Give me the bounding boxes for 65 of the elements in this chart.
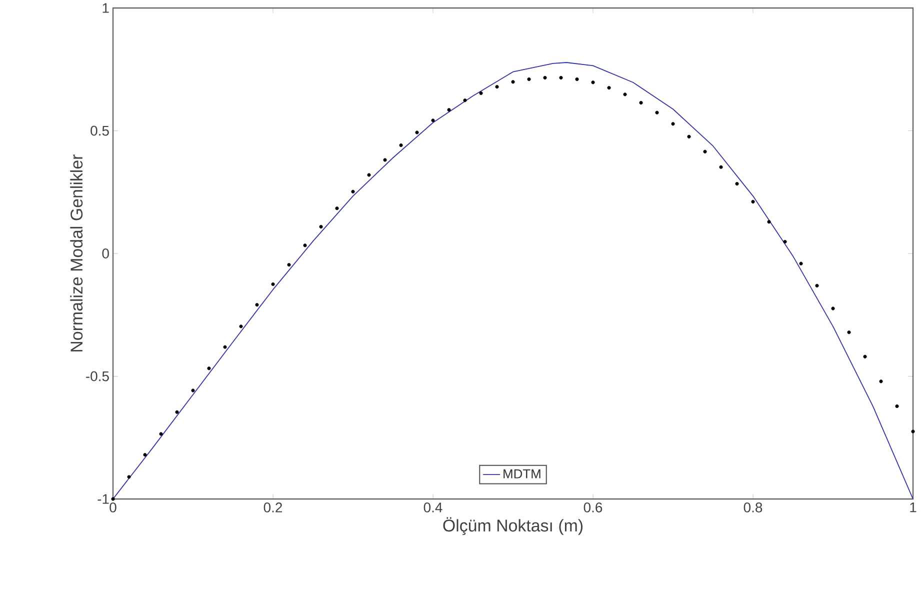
point (527, 77, 531, 81)
point (735, 182, 739, 186)
point (447, 108, 451, 112)
point (255, 303, 259, 307)
point (575, 77, 579, 81)
y-tick-label: 1 (102, 3, 109, 13)
point (895, 404, 899, 408)
y-tick-label: 0.5 (90, 126, 109, 136)
y-tick-label: -1 (98, 494, 109, 504)
point (591, 80, 595, 84)
y-tick-label: 0 (102, 248, 109, 258)
point (879, 380, 883, 384)
point (127, 475, 131, 479)
point (703, 150, 707, 154)
x-tick-label: 0.8 (744, 502, 762, 512)
legend-label: MDTM (504, 469, 540, 478)
point (511, 80, 515, 84)
y-tick-label: -0.5 (86, 371, 109, 382)
point (479, 91, 483, 95)
point (847, 330, 851, 334)
point (687, 134, 691, 138)
x-tick-label: 0.6 (584, 502, 602, 512)
point (831, 306, 835, 310)
point (463, 98, 467, 102)
point (543, 76, 547, 80)
point (431, 118, 435, 122)
point (319, 224, 323, 229)
point (623, 92, 627, 96)
point (863, 354, 867, 358)
point (367, 173, 371, 177)
point (719, 165, 723, 169)
point (383, 158, 387, 162)
point (607, 86, 611, 90)
point (335, 206, 339, 210)
point (175, 410, 179, 414)
point (415, 130, 419, 134)
point (655, 110, 659, 114)
y-axis-title: Normalize Modal Genlikler (70, 154, 83, 352)
point (303, 244, 307, 248)
point (671, 122, 675, 126)
point (783, 240, 787, 244)
point (239, 324, 243, 328)
point (639, 100, 643, 105)
x-tick-label: 1 (910, 502, 916, 512)
x-tick-label: 0.4 (424, 502, 442, 512)
x-tick-label: 0.2 (264, 502, 282, 512)
point (207, 366, 211, 370)
point (751, 200, 755, 204)
point (351, 190, 355, 194)
point (559, 76, 563, 80)
point (287, 262, 291, 267)
point (911, 430, 915, 434)
point (399, 143, 403, 148)
x-tick-label: 0 (110, 502, 116, 512)
point (191, 388, 195, 392)
point (159, 432, 163, 436)
point (271, 282, 275, 286)
point (111, 497, 115, 501)
point (767, 220, 771, 224)
x-axis-title: Ölçüm Noktası (m) (443, 517, 583, 536)
point (799, 262, 803, 266)
point (143, 453, 147, 457)
point (223, 345, 227, 349)
point (815, 284, 819, 288)
point (495, 85, 499, 89)
